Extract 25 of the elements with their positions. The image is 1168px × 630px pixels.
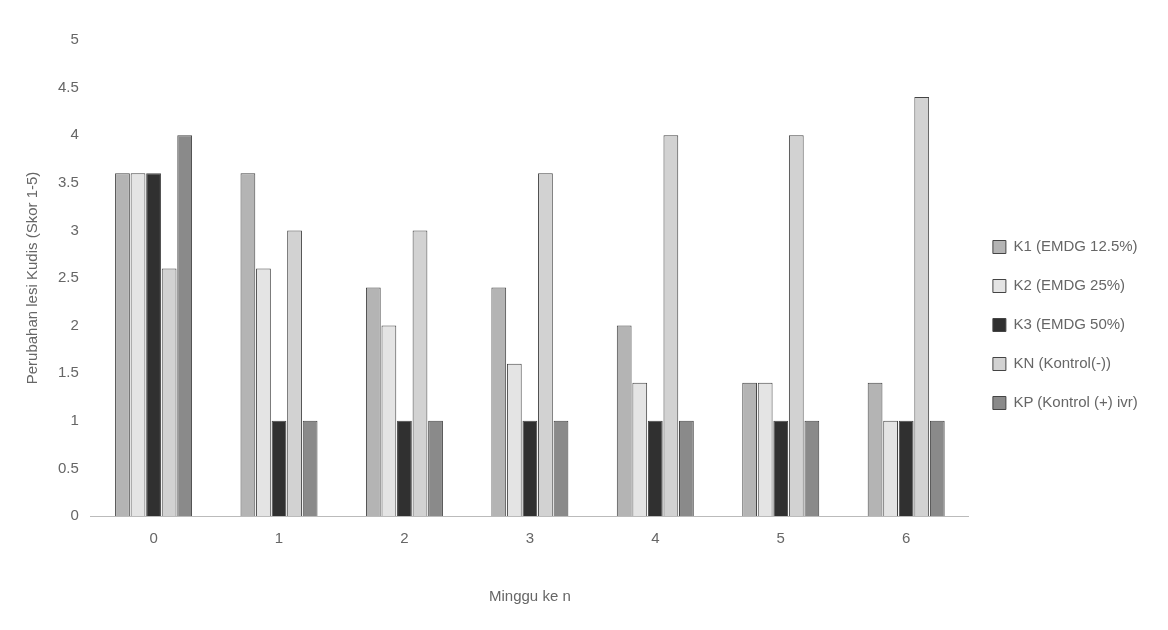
legend-label: KN (Kontrol(-)) bbox=[1013, 354, 1111, 372]
y-tick-label: 0 bbox=[70, 506, 79, 524]
x-tick-label: 3 bbox=[525, 529, 535, 547]
y-tick-label: 0.5 bbox=[57, 458, 79, 476]
y-axis-title: Perubahan lesi Kudis (Skor 1-5) bbox=[23, 171, 41, 385]
legend-label: KP (Kontrol (+) ivr) bbox=[1013, 393, 1138, 411]
x-tick-label: 2 bbox=[400, 529, 409, 547]
x-tick-label: 4 bbox=[651, 529, 660, 547]
y-tick-label: 2 bbox=[70, 315, 79, 333]
y-tick-label: 1 bbox=[70, 410, 79, 428]
x-tick-label: 0 bbox=[149, 529, 158, 547]
y-tick-label: 1.5 bbox=[57, 363, 79, 381]
y-tick-label: 3.5 bbox=[57, 172, 79, 190]
y-tick-label: 4 bbox=[70, 125, 79, 143]
y-tick-label: 3 bbox=[70, 220, 79, 238]
y-tick-label: 5 bbox=[70, 30, 79, 48]
y-tick-label: 2.5 bbox=[57, 268, 79, 286]
y-tick-label: 4.5 bbox=[57, 77, 79, 95]
legend-label: K1 (EMDG 12.5%) bbox=[1013, 237, 1138, 255]
x-tick-label: 6 bbox=[902, 529, 911, 547]
legend-label: K3 (EMDG 50%) bbox=[1013, 315, 1126, 333]
x-tick-label: 1 bbox=[274, 529, 284, 547]
x-tick-label: 5 bbox=[776, 529, 785, 547]
legend-label: K2 (EMDG 25%) bbox=[1013, 276, 1126, 294]
x-axis-title: Minggu ke n bbox=[489, 587, 571, 605]
